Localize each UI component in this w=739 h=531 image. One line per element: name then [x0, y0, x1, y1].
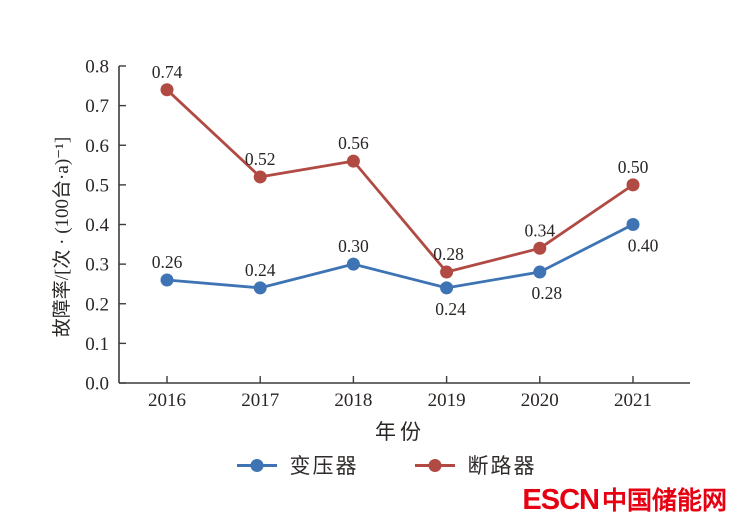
transformer-value-label: 0.26 [152, 252, 183, 272]
transformer-value-label: 0.40 [628, 236, 659, 256]
x-tick-label: 2018 [334, 390, 372, 411]
escn-watermark-logo: ESCN 中国储能网 [522, 481, 727, 517]
legend-label-circuit-breaker: 断路器 [467, 454, 537, 478]
transformer-data-point [626, 218, 640, 231]
legend-item-circuit-breaker: 断路器 [414, 450, 537, 480]
y-tick-label: 0.5 [85, 175, 109, 196]
x-axis-title: 年份 [375, 420, 425, 444]
x-tick-label: 2019 [428, 390, 466, 411]
y-tick-label: 0.3 [85, 255, 109, 276]
x-tick-label: 2020 [521, 390, 559, 411]
axes: 0.0 0.1 0.2 0.3 0.4 0.5 0.6 0.7 0.8 2016 2017 2018 2… [85, 57, 690, 411]
x-tick-label: 2021 [614, 390, 652, 411]
circuit-breaker-data-point [533, 241, 547, 255]
y-tick-label: 0.6 [85, 136, 109, 157]
transformer-line [166, 223, 634, 290]
transformer-data-point [346, 257, 360, 271]
transformer-data-point [160, 273, 174, 287]
series-circuit-breaker: 0.74 0.52 0.56 0.28 0.34 0.50 [152, 62, 649, 279]
circuit-breaker-data-point [160, 83, 174, 97]
circuit-breaker-data-point [440, 265, 454, 279]
circuit-breaker-value-label: 0.50 [618, 157, 649, 177]
series-transformer: 0.26 0.24 0.30 0.24 0.28 0.40 [152, 218, 659, 319]
circuit-breaker-line [166, 88, 634, 274]
y-tick-label: 0.2 [85, 294, 109, 315]
y-tick-label: 0.7 [85, 96, 109, 117]
transformer-data-point [533, 265, 547, 279]
circuit-breaker-value-label: 0.52 [245, 149, 276, 169]
circuit-breaker-data-point [626, 178, 640, 192]
escn-logo-cn-text: 中国储能网 [601, 487, 727, 515]
legend-item-transformer: 变压器 [236, 450, 359, 480]
circuit-breaker-data-point [346, 154, 360, 168]
y-tick-label: 0.1 [85, 334, 109, 355]
transformer-data-point [253, 281, 267, 295]
y-tick-label: 0.0 [85, 374, 109, 395]
circuit-breaker-value-label: 0.56 [338, 133, 369, 153]
circuit-breaker-value-label: 0.74 [152, 62, 183, 82]
legend-label-transformer: 变压器 [289, 454, 359, 478]
series-layer: 0.26 0.24 0.30 0.24 0.28 0.40 0.74 0.52 0.56 0.28… [152, 62, 659, 319]
transformer-value-label: 0.24 [435, 299, 466, 319]
transformer-value-label: 0.30 [338, 236, 369, 256]
y-tick-label: 0.8 [85, 57, 109, 78]
escn-logo-text: ESCN [522, 484, 600, 516]
circuit-breaker-data-point [253, 170, 267, 184]
legend: 变压器 断路器 [236, 450, 537, 480]
x-tick-label: 2017 [241, 390, 279, 411]
circuit-breaker-legend-marker-icon [414, 458, 455, 472]
x-tick-label: 2016 [148, 390, 186, 411]
transformer-value-label: 0.24 [245, 260, 276, 280]
transformer-data-point [440, 281, 454, 295]
y-tick-label: 0.4 [85, 215, 109, 236]
circuit-breaker-value-label: 0.28 [433, 244, 464, 264]
circuit-breaker-value-label: 0.34 [524, 220, 555, 240]
transformer-value-label: 0.28 [531, 283, 562, 303]
y-axis-title: 故障率/[次 · (100台·a)⁻¹] [51, 137, 73, 337]
transformer-legend-marker-icon [236, 458, 277, 472]
